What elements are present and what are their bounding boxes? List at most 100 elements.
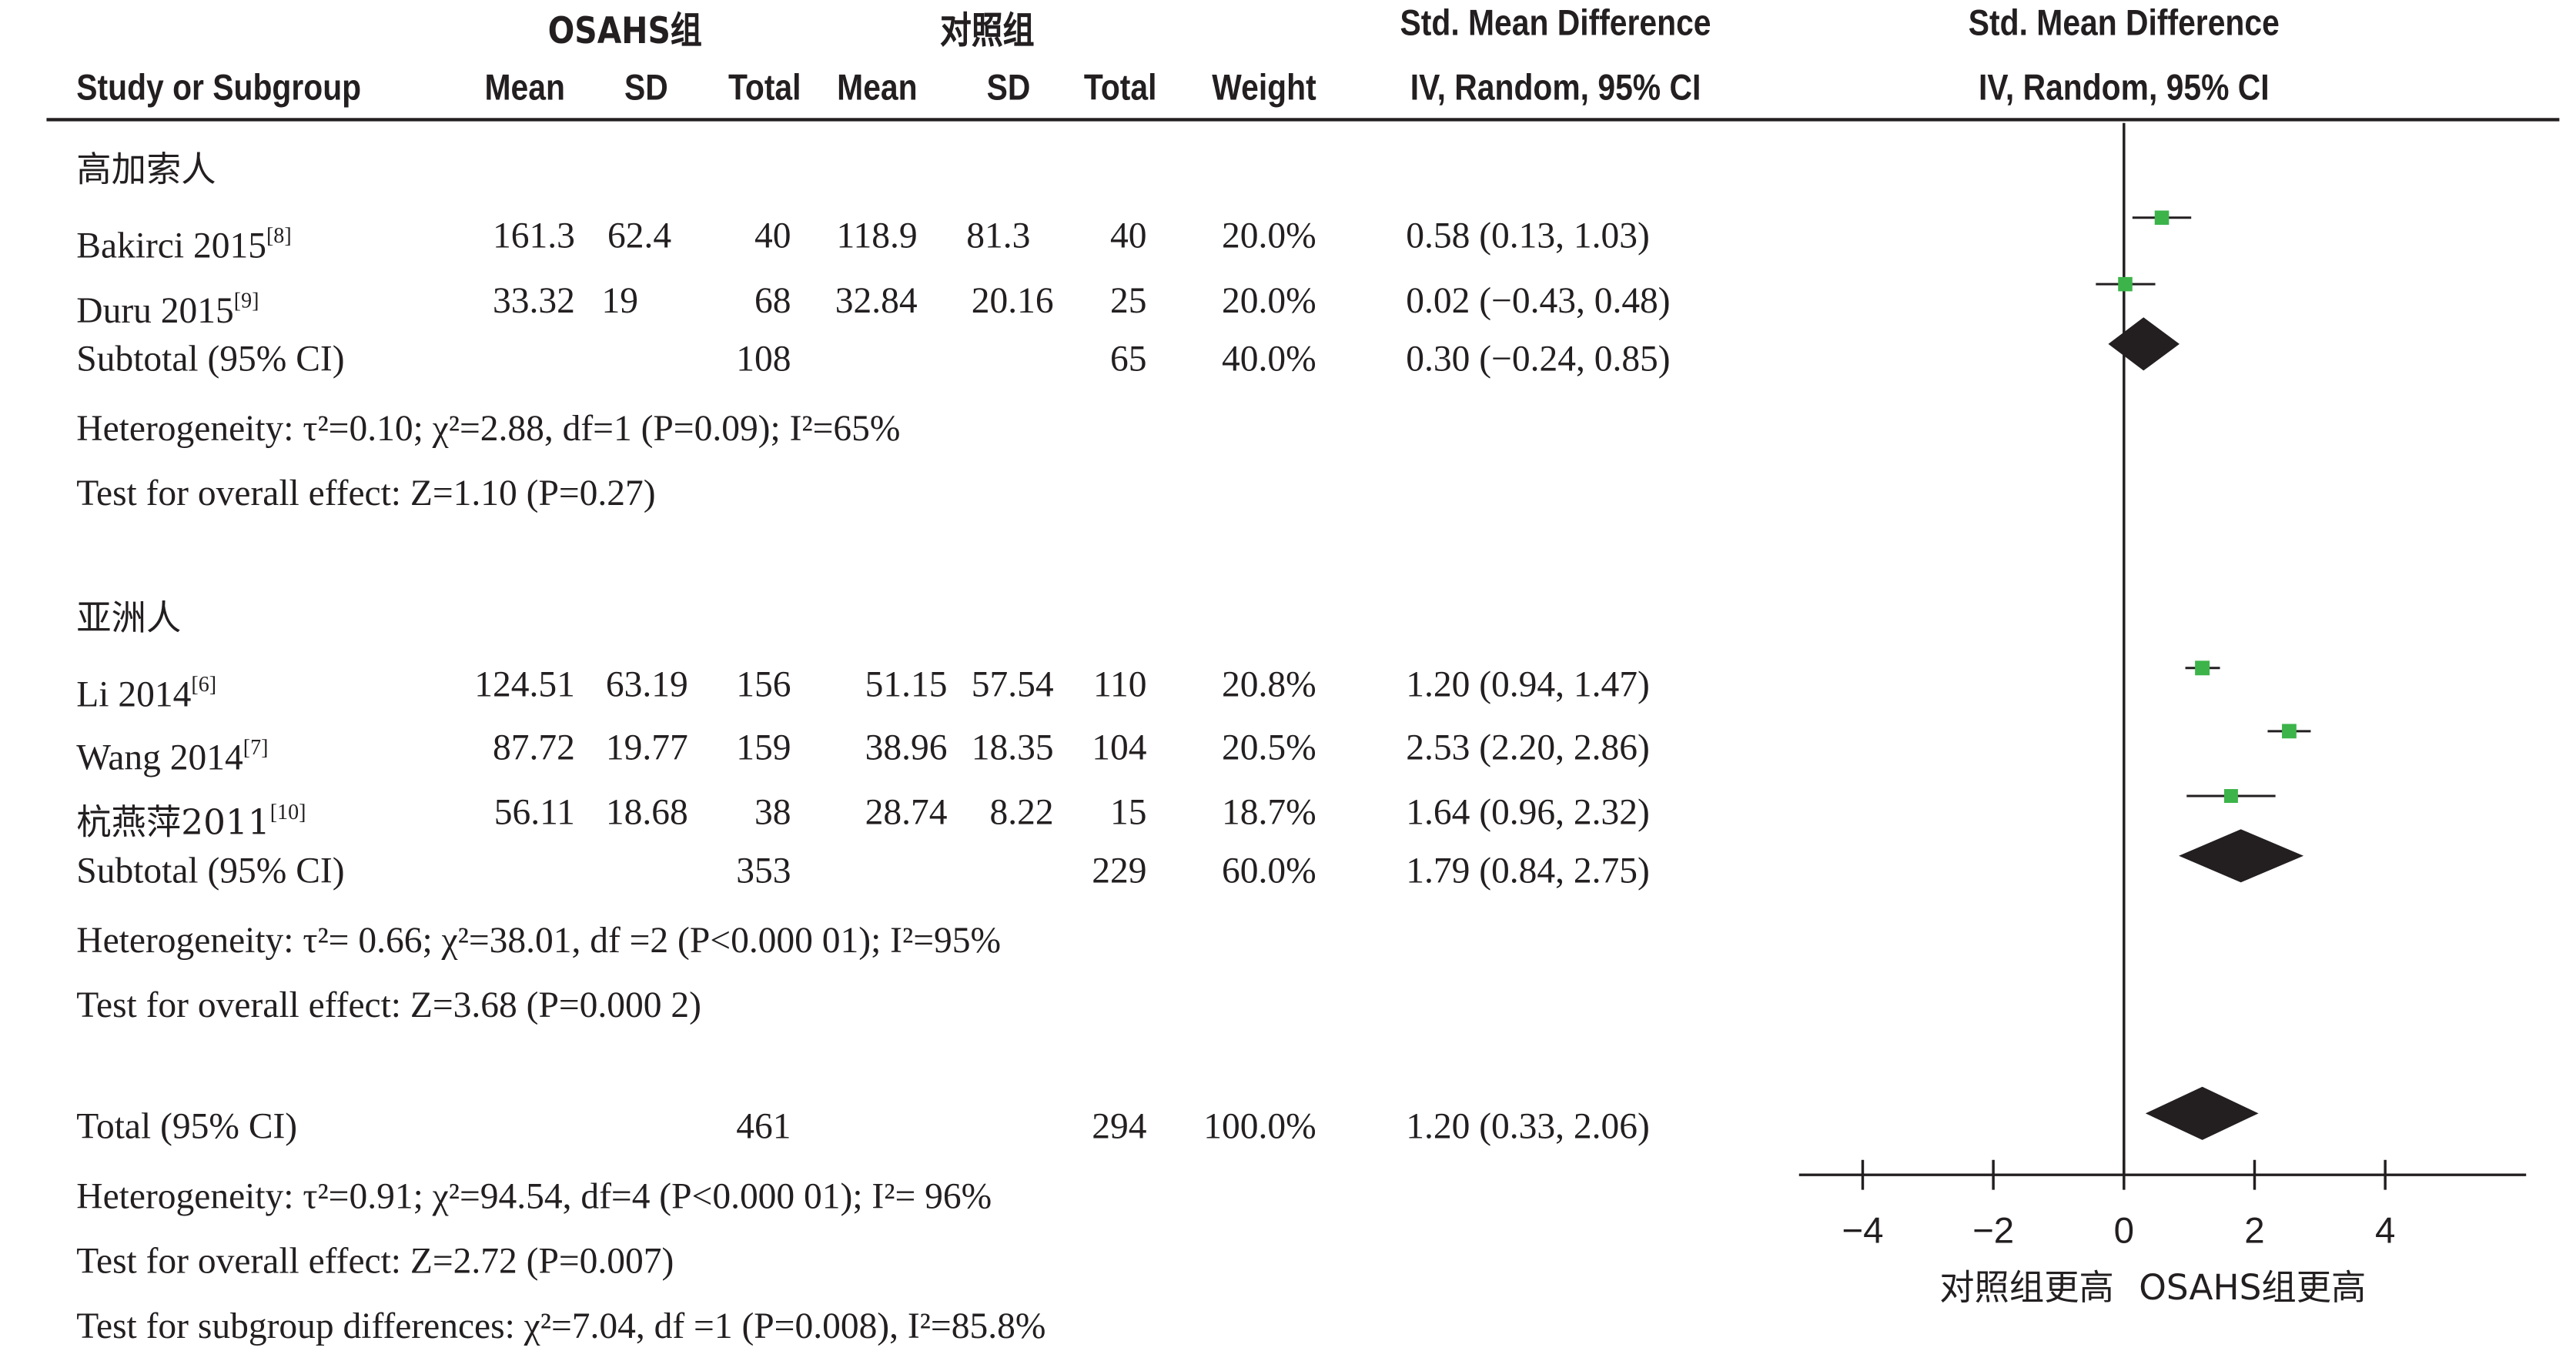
total1-cell: 68 <box>754 279 791 321</box>
study-effect-square <box>2195 660 2210 676</box>
study-name: Duru 2015[9] <box>76 287 259 331</box>
weight-cell: 20.5% <box>1222 726 1316 768</box>
total1-cell: 159 <box>736 726 791 768</box>
mean1-header: Mean <box>484 66 565 109</box>
ci-cell: 0.02 (−0.43, 0.48) <box>1406 279 1671 321</box>
mean2-cell: 51.15 <box>865 663 948 705</box>
smd-method-header: IV, Random, 95% CI <box>1410 66 1701 109</box>
overall-effect-text: Test for overall effect: Z=3.68 (P=0.000… <box>76 983 701 1025</box>
weight-cell: 20.0% <box>1222 279 1316 321</box>
x-tick-label: 4 <box>2375 1211 2395 1252</box>
total2-cell: 15 <box>1110 791 1147 833</box>
weight-header: Weight <box>1212 66 1316 109</box>
pooled-effect-diamond <box>2145 1086 2259 1140</box>
total1-cell: 40 <box>754 214 791 256</box>
sd1-cell: 19.77 <box>605 726 688 768</box>
weight-cell: 18.7% <box>1222 791 1316 833</box>
subgroup-title-asian: 亚洲人 <box>76 598 182 638</box>
sd2-cell: 20.16 <box>971 279 1054 321</box>
header-rule <box>46 118 2560 122</box>
study-header: Study or Subgroup <box>76 66 362 109</box>
mean2-cell: 32.84 <box>835 279 918 321</box>
total2-cell: 25 <box>1110 279 1147 321</box>
total-total2: 294 <box>1092 1105 1147 1147</box>
subtotal-weight: 60.0% <box>1222 849 1316 891</box>
study-name: 杭燕萍2011[10] <box>76 799 306 843</box>
x-tick-label: −2 <box>1972 1211 2014 1252</box>
subtotal-total1: 108 <box>736 337 791 380</box>
mean2-header: Mean <box>837 66 918 109</box>
total-weight: 100.0% <box>1203 1105 1316 1147</box>
mean2-cell: 38.96 <box>865 726 948 768</box>
ci-cell: 0.58 (0.13, 1.03) <box>1406 214 1650 256</box>
total1-header: Total <box>728 66 801 109</box>
sd2-header: SD <box>986 66 1031 109</box>
sd1-cell: 19 <box>601 279 638 321</box>
mean1-cell: 161.3 <box>493 214 575 256</box>
subtotal-weight: 40.0% <box>1222 337 1316 380</box>
study-effect-square <box>2282 724 2297 739</box>
total-label: Total (95% CI) <box>76 1105 298 1147</box>
mean2-cell: 118.9 <box>836 214 918 256</box>
ci-cell: 1.20 (0.94, 1.47) <box>1406 663 1650 705</box>
study-name: Bakirci 2015[8] <box>76 222 292 266</box>
subtotal-label: Subtotal (95% CI) <box>76 849 345 891</box>
x-axis-ticks: −4 −2 0 2 4 <box>1842 1159 2395 1252</box>
subtotal-label: Subtotal (95% CI) <box>76 337 345 380</box>
heterogeneity-text: Heterogeneity: τ²=0.10; χ²=2.88, df=1 (P… <box>76 406 901 449</box>
plot-marks <box>2096 210 2311 1140</box>
subtotal-total2: 229 <box>1092 849 1147 891</box>
sd1-cell: 63.19 <box>605 663 688 705</box>
total1-cell: 38 <box>754 791 791 833</box>
x-tick-label: −4 <box>1842 1211 1883 1252</box>
overall-effect-text: Test for overall effect: Z=1.10 (P=0.27) <box>76 472 656 514</box>
study-name: Wang 2014[7] <box>76 734 269 778</box>
ci-cell: 2.53 (2.20, 2.86) <box>1406 726 1650 768</box>
total-overall-effect-text: Test for overall effect: Z=2.72 (P=0.007… <box>76 1239 674 1282</box>
x-tick-label: 0 <box>2114 1211 2134 1252</box>
subtotal-ci: 0.30 (−0.24, 0.85) <box>1406 337 1671 380</box>
sd1-cell: 18.68 <box>605 791 688 833</box>
group2-header: 对照组 <box>939 12 1035 54</box>
smd-title-header: Std. Mean Difference <box>1400 2 1711 44</box>
total2-header: Total <box>1083 66 1157 109</box>
mean1-cell: 124.51 <box>474 663 575 705</box>
ci-cell: 1.64 (0.96, 2.32) <box>1406 791 1650 833</box>
total-ci: 1.20 (0.33, 2.06) <box>1406 1105 1650 1147</box>
heterogeneity-text: Heterogeneity: τ²= 0.66; χ²=38.01, df =2… <box>76 918 1002 961</box>
mean2-cell: 28.74 <box>865 791 948 833</box>
plot-method-header: IV, Random, 95% CI <box>1979 66 2270 109</box>
total-heterogeneity-text: Heterogeneity: τ²=0.91; χ²=94.54, df=4 (… <box>76 1175 992 1217</box>
total-total1: 461 <box>736 1105 791 1147</box>
sd1-header: SD <box>624 66 668 109</box>
pooled-effect-diamond <box>2108 317 2180 371</box>
study-effect-square <box>2223 789 2238 803</box>
subtotal-total2: 65 <box>1110 337 1147 380</box>
sd2-cell: 18.35 <box>971 726 1054 768</box>
subtotal-ci: 1.79 (0.84, 2.75) <box>1406 849 1650 891</box>
mean1-cell: 56.11 <box>493 791 575 833</box>
total2-cell: 110 <box>1093 663 1147 705</box>
sd2-cell: 57.54 <box>971 663 1054 705</box>
weight-cell: 20.8% <box>1222 663 1316 705</box>
sd2-cell: 81.3 <box>966 214 1031 256</box>
sd2-cell: 8.22 <box>989 791 1054 833</box>
mean1-cell: 87.72 <box>493 726 575 768</box>
study-name: Li 2014[6] <box>76 671 217 715</box>
study-effect-square <box>2118 276 2133 292</box>
pooled-effect-diamond <box>2179 829 2304 883</box>
total1-cell: 156 <box>736 663 791 705</box>
x-tick-label: 2 <box>2244 1211 2264 1252</box>
plot-title-header: Std. Mean Difference <box>1968 2 2280 44</box>
subgroup-title-caucasian: 高加索人 <box>76 149 216 190</box>
weight-cell: 20.0% <box>1222 214 1316 256</box>
study-effect-square <box>2154 210 2170 226</box>
subtotal-total1: 353 <box>736 849 791 891</box>
favours-left-label: 对照组更高 <box>1939 1267 2114 1308</box>
favours-right-label: OSAHS组更高 <box>2139 1267 2366 1308</box>
group1-header: OSAHS组 <box>547 12 702 54</box>
total2-cell: 104 <box>1092 726 1147 768</box>
sd1-cell: 62.4 <box>607 214 672 256</box>
mean1-cell: 33.32 <box>493 279 575 321</box>
